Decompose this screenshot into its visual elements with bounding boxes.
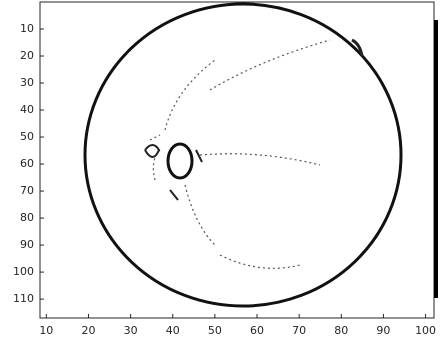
x-tick-label: 90	[376, 324, 390, 337]
y-tick-label: 30	[20, 76, 34, 89]
y-tick-label: 80	[20, 211, 34, 224]
y-tick-label: 100	[13, 265, 34, 278]
x-tick-label: 100	[415, 324, 436, 337]
edge-bar	[434, 20, 438, 298]
y-tick-label: 40	[20, 103, 34, 116]
x-tick-label: 70	[292, 324, 306, 337]
x-tick-label: 40	[166, 324, 180, 337]
y-tick-label: 70	[20, 184, 34, 197]
x-tick-label: 50	[208, 324, 222, 337]
y-tick-label: 50	[20, 130, 34, 143]
y-tick-label: 20	[20, 49, 34, 62]
image-axes: 10 20 30 40 50 60 70 80 90 100 10 20 30 40 50 60 70 80 90 1…	[0, 0, 440, 348]
y-tick-label: 60	[20, 157, 34, 170]
y-tick-label: 10	[20, 22, 34, 35]
x-tick-label: 60	[250, 324, 264, 337]
plot-area	[40, 2, 434, 318]
y-tick-label: 110	[13, 292, 34, 305]
x-tick-label: 30	[124, 324, 138, 337]
x-tick-label: 20	[81, 324, 95, 337]
x-tick-label: 80	[334, 324, 348, 337]
x-tick-label: 10	[39, 324, 53, 337]
y-tick-label: 90	[20, 238, 34, 251]
